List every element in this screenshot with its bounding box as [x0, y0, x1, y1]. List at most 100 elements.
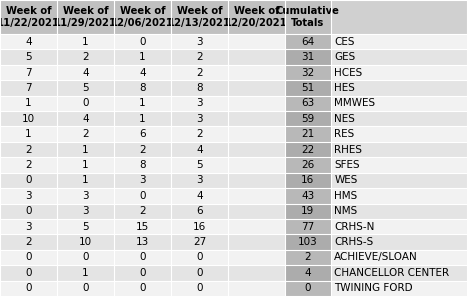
Text: 26: 26 [301, 160, 314, 170]
Bar [114, 219, 171, 234]
Text: 0: 0 [82, 252, 89, 263]
Bar [331, 34, 467, 49]
Bar [285, 111, 331, 126]
Text: 2: 2 [82, 52, 89, 62]
Text: 2: 2 [139, 145, 146, 155]
Text: 2: 2 [139, 206, 146, 216]
Text: 43: 43 [301, 191, 314, 201]
Bar [285, 234, 331, 250]
Bar [57, 281, 114, 296]
Text: 2: 2 [196, 129, 203, 139]
Bar [285, 65, 331, 80]
Text: TWINING FORD: TWINING FORD [334, 283, 413, 293]
Bar [331, 65, 467, 80]
Bar [171, 126, 228, 142]
Text: 3: 3 [196, 176, 203, 185]
Bar [331, 96, 467, 111]
Bar [331, 204, 467, 219]
Bar [285, 80, 331, 96]
Bar [0, 80, 57, 96]
Bar [0, 234, 57, 250]
Text: 32: 32 [301, 67, 314, 78]
Bar [114, 250, 171, 265]
Bar [228, 65, 285, 80]
Bar [228, 126, 285, 142]
Bar [285, 49, 331, 65]
Text: 22: 22 [301, 145, 314, 155]
Text: 8: 8 [139, 83, 146, 93]
Bar [285, 173, 331, 188]
Bar [331, 126, 467, 142]
Bar [228, 142, 285, 157]
Bar [0, 204, 57, 219]
Text: 2: 2 [25, 145, 32, 155]
Bar [0, 96, 57, 111]
Bar [0, 265, 57, 281]
Bar [171, 34, 228, 49]
Text: 0: 0 [25, 252, 32, 263]
Text: 3: 3 [196, 98, 203, 108]
Text: NES: NES [334, 114, 355, 124]
Bar [57, 49, 114, 65]
Text: 16: 16 [301, 176, 314, 185]
Text: 3: 3 [25, 222, 32, 232]
Bar [0, 49, 57, 65]
Bar [57, 157, 114, 173]
Bar [57, 188, 114, 204]
Text: 16: 16 [193, 222, 206, 232]
Text: CHANCELLOR CENTER: CHANCELLOR CENTER [334, 268, 450, 278]
Text: RES: RES [334, 129, 354, 139]
Bar [57, 80, 114, 96]
Bar [228, 188, 285, 204]
Text: 1: 1 [82, 176, 89, 185]
Bar [228, 234, 285, 250]
Text: 1: 1 [82, 145, 89, 155]
Text: 3: 3 [82, 206, 89, 216]
Text: ACHIEVE/SLOAN: ACHIEVE/SLOAN [334, 252, 418, 263]
Text: MMWES: MMWES [334, 98, 375, 108]
Text: HES: HES [334, 83, 355, 93]
Text: 3: 3 [196, 114, 203, 124]
Text: 51: 51 [301, 83, 314, 93]
Text: 0: 0 [25, 283, 32, 293]
Bar [0, 173, 57, 188]
Text: 19: 19 [301, 206, 314, 216]
Bar [285, 250, 331, 265]
Bar [285, 188, 331, 204]
Text: 2: 2 [25, 237, 32, 247]
Bar [171, 157, 228, 173]
Text: WES: WES [334, 176, 358, 185]
Bar [114, 80, 171, 96]
Bar [0, 219, 57, 234]
Text: 7: 7 [25, 83, 32, 93]
Text: 1: 1 [82, 37, 89, 47]
Bar [285, 265, 331, 281]
Bar [331, 219, 467, 234]
Text: 0: 0 [139, 252, 146, 263]
Text: 7: 7 [25, 67, 32, 78]
Bar [171, 219, 228, 234]
Text: 13: 13 [136, 237, 149, 247]
Text: 27: 27 [193, 237, 206, 247]
Bar [171, 111, 228, 126]
Bar [285, 281, 331, 296]
Text: 0: 0 [139, 37, 146, 47]
Text: CES: CES [334, 37, 355, 47]
Bar [0, 111, 57, 126]
Bar [57, 126, 114, 142]
Text: 0: 0 [196, 268, 203, 278]
Bar [285, 96, 331, 111]
Bar [114, 265, 171, 281]
Bar [331, 142, 467, 157]
Bar [171, 49, 228, 65]
Text: 8: 8 [196, 83, 203, 93]
Bar [285, 126, 331, 142]
Text: 0: 0 [196, 252, 203, 263]
Bar [114, 96, 171, 111]
Bar [114, 65, 171, 80]
Text: 4: 4 [25, 37, 32, 47]
Bar [228, 34, 285, 49]
Text: 2: 2 [82, 129, 89, 139]
Text: 0: 0 [196, 283, 203, 293]
Bar [228, 265, 285, 281]
